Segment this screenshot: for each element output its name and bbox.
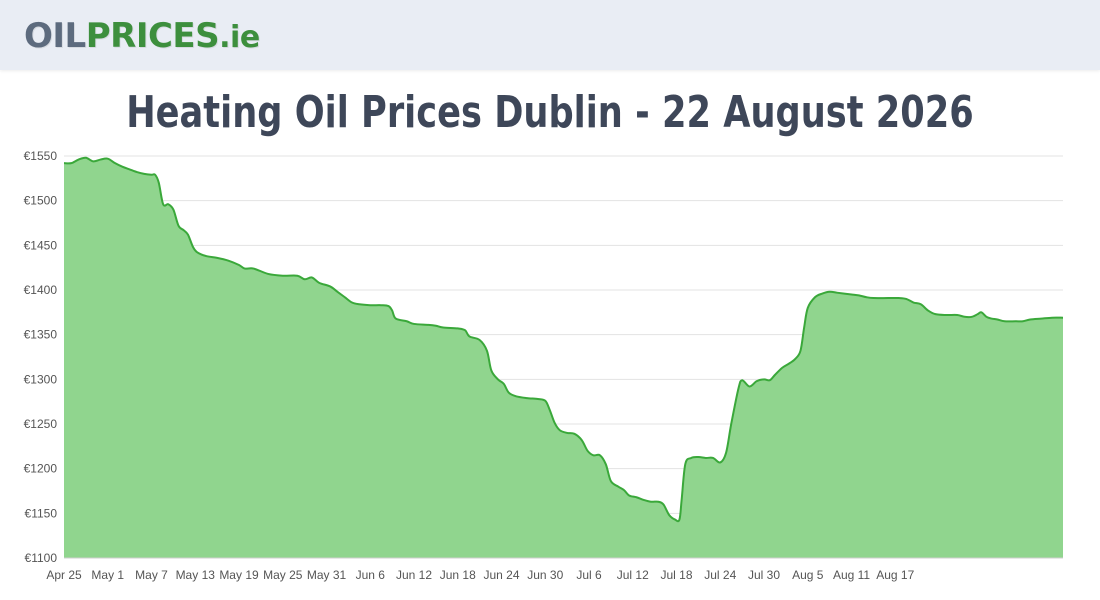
x-tick-label: Jun 24 [484,568,520,582]
x-tick-label: Jul 24 [704,568,736,582]
y-tick-label: €1250 [24,417,58,431]
y-tick-label: €1450 [24,238,58,252]
logo-domain: .ie [219,20,260,55]
x-tick-label: Jun 30 [527,568,563,582]
x-tick-label: Apr 25 [46,568,82,582]
x-tick-label: Aug 17 [876,568,914,582]
x-tick-label: May 31 [307,568,347,582]
chart-title: Heating Oil Prices Dublin - 22 August 20… [126,87,974,138]
y-tick-label: €1300 [24,372,58,386]
logo-prices: PRICES [85,16,220,56]
y-tick-label: €1150 [25,506,58,520]
x-tick-label: May 1 [91,568,124,582]
site-logo[interactable]: OILPRICES.ie [24,14,260,60]
logo-oil: OIL [24,16,86,56]
y-tick-label: €1350 [24,328,58,342]
y-tick-label: €1100 [25,551,58,565]
x-tick-label: Jun 12 [396,568,432,582]
x-tick-label: Aug 5 [792,568,824,582]
x-tick-label: May 19 [219,568,259,582]
x-tick-label: May 25 [263,568,303,582]
y-tick-label: €1550 [24,149,58,163]
site-header: OILPRICES.ie [0,0,1100,70]
series-line [63,156,1064,523]
x-tick-label: Jul 12 [617,568,649,582]
y-tick-label: €1400 [24,283,58,297]
x-tick-label: Jun 18 [440,568,476,582]
x-tick-label: Jul 30 [748,568,780,582]
x-tick-label: Aug 11 [833,568,870,582]
y-tick-label: €1200 [24,462,58,476]
series-area [64,157,1063,558]
x-tick-label: Jul 6 [576,568,602,582]
x-tick-label: May 13 [176,568,216,582]
y-tick-label: €1500 [24,194,58,208]
x-tick-label: Jun 6 [356,568,386,582]
x-tick-label: Jul 18 [661,568,693,582]
price-chart: €1100 €1150 €1200 €1250 €1300 €1350 €1400 €1450… [24,149,1064,582]
x-tick-label: May 7 [135,568,168,582]
